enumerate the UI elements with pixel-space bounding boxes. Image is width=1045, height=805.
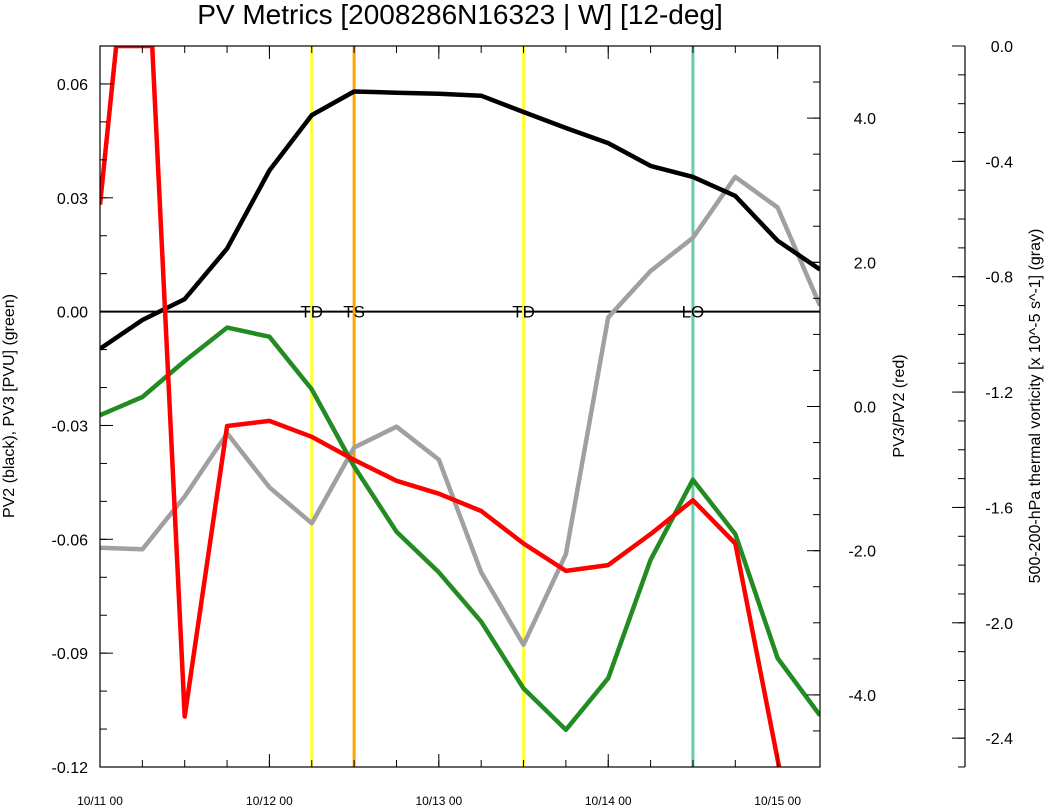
far-right-axis-tick-label: -2.4 (985, 731, 1013, 748)
far-right-axis-tick-label: -0.8 (985, 270, 1013, 287)
right-axis-tick-label: 0.0 (854, 400, 876, 417)
thermal-vorticity-series-line (100, 174, 820, 647)
x-axis-tick-label: 10/15 00 (754, 794, 801, 805)
right-axis-tick-label: 4.0 (854, 111, 876, 128)
left-axis-tick-label: -0.12 (52, 760, 89, 777)
vertical-line-label-td: TD (512, 303, 535, 322)
far-right-axis: 0.0 -0.4 -0.8 -1.2 -1.6 -2.0 -2.4 (952, 39, 1013, 768)
left-axis-tick-label: 0.03 (57, 191, 88, 208)
vertical-line-label-lo: LO (682, 303, 705, 322)
left-axis-tick-label: -0.03 (52, 418, 89, 435)
x-axis-tick-label: 10/13 00 (415, 794, 462, 805)
right-axis-tick-label: -4.0 (848, 688, 876, 705)
right-axis: 4.0 2.0 0.0 -2.0 -4.0 (807, 45, 876, 768)
far-right-axis-tick-label: -2.0 (985, 616, 1013, 633)
far-right-axis-tick-label: -1.2 (985, 385, 1013, 402)
pv-ratio-series-line (100, 46, 782, 767)
vertical-line-label-ts: TS (343, 303, 365, 322)
left-axis-tick-label: 0.00 (57, 305, 88, 322)
x-axis-tick-label: 10/14 00 (585, 794, 632, 805)
plot-area: TD TS TD LO (100, 46, 820, 767)
left-axis-tick-label: 0.06 (57, 77, 88, 94)
x-axis-tick-label: 10/11 00 (77, 794, 123, 805)
right-axis-tick-label: 2.0 (854, 255, 876, 272)
pv3-series-line (100, 325, 820, 733)
far-right-axis-tick-label: -1.6 (985, 500, 1013, 517)
far-right-axis-tick-label: 0.0 (991, 39, 1013, 56)
plot-frame (99, 45, 821, 768)
vertical-line-label-td: TD (300, 303, 323, 322)
x-axis-tick-label: 10/12 00 (246, 794, 293, 805)
left-axis-label: PV2 (black), PV3 [PVU] (green) (1, 294, 18, 518)
plot-clip-group (100, 46, 820, 767)
far-right-axis-label: 500-200-hPa thermal vorticity [x 10^-5 s… (1027, 229, 1044, 584)
x-axis: 10/11 00 10/12 00 10/13 00 10/14 00 10/15 00 (77, 46, 821, 805)
right-axis-label: PV3/PV2 (red) (891, 354, 908, 457)
chart-title: PV Metrics [2008286N16323 | W] [12-deg] (197, 0, 723, 30)
right-axis-tick-label: -2.0 (848, 544, 876, 561)
pv2-series-line (100, 89, 820, 351)
left-axis-tick-label: -0.06 (52, 532, 89, 549)
left-axis: 0.06 0.03 0.00 -0.03 -0.06 -0.09 -0.12 (52, 45, 113, 777)
far-right-axis-tick-label: -0.4 (985, 154, 1013, 171)
left-axis-tick-label: -0.09 (52, 646, 89, 663)
